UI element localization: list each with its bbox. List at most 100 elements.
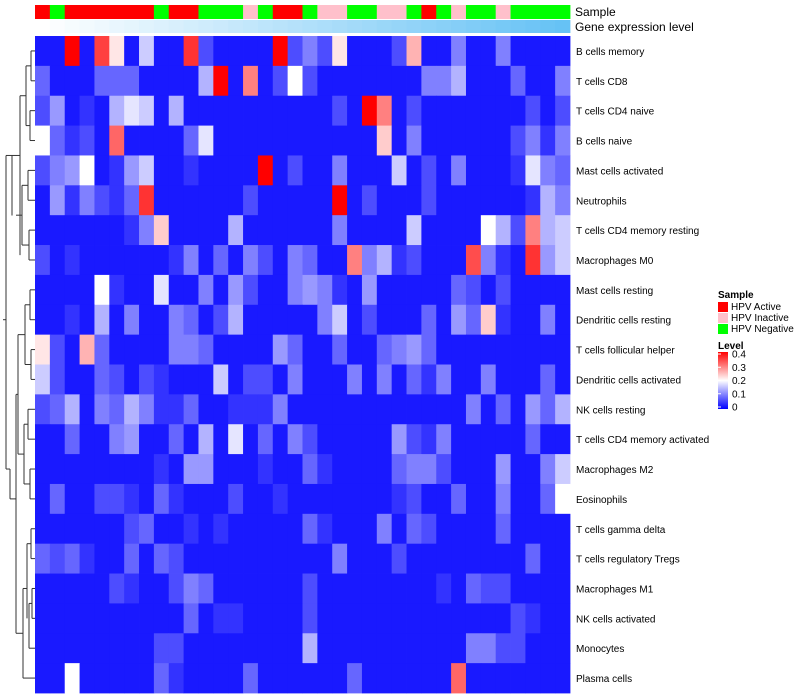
heatmap-cell [109,245,125,276]
heatmap-cell [198,513,214,545]
heatmap-cell [465,483,482,515]
heatmap-cell [436,454,452,485]
heatmap-cell [555,125,571,156]
heatmap-cell [376,95,393,126]
heatmap-cell [347,483,363,515]
heatmap-cell [139,125,155,156]
sample-annotation-cell [347,5,363,19]
heatmap-cell [228,185,244,216]
heatmap-cell [436,274,452,306]
sample-annotation-cell [317,5,333,19]
heatmap-cell [525,334,541,365]
level-tick-label: 0 [732,403,738,414]
sample-annotation-cell [139,5,155,19]
heatmap-cell [302,573,318,604]
heatmap-cell [421,125,437,156]
heatmap-cell [406,155,422,186]
heatmap-cell [168,483,185,515]
heatmap-cell [243,633,259,664]
heatmap-cell [391,125,407,156]
heatmap-cell [525,394,541,425]
heatmap-cell [347,394,363,425]
heatmap-cell [183,424,199,455]
heatmap-cell [79,513,95,545]
heatmap-cell [198,483,214,515]
heatmap-cell [406,394,422,425]
heatmap-cell [213,155,229,186]
heatmap-cell [317,633,333,664]
heatmap-cell [436,304,452,336]
row-label: Mast cells activated [576,166,663,177]
heatmap-cell [109,185,125,216]
heatmap-cell [153,513,170,545]
heatmap-cell [35,513,51,545]
heatmap-cell [272,304,289,336]
gene-expression-cell [465,20,482,33]
heatmap-cell [257,483,274,515]
heatmap-cell [451,573,467,604]
heatmap-cell [510,513,526,545]
sample-annotation-cell [495,5,511,19]
heatmap-cell [79,95,95,126]
heatmap-cell [317,155,333,186]
heatmap-cell [287,215,303,246]
sample-annotation-cell [213,5,229,19]
heatmap-cell [376,304,393,336]
heatmap-cell [525,274,541,306]
heatmap-cell [495,304,511,336]
heatmap-cell [49,364,66,395]
heatmap-cell [465,65,482,97]
heatmap-cell [94,633,110,664]
heatmap-cell [183,454,199,485]
heatmap-cell [495,454,511,485]
heatmap-cell [302,334,318,365]
heatmap-cell [243,424,259,455]
heatmap-cell [406,483,422,515]
heatmap-cell [124,424,140,455]
heatmap-cell [153,155,170,186]
heatmap-cell [451,633,467,664]
heatmap-cell [495,364,511,395]
heatmap-cell [376,215,393,246]
heatmap-cell [49,573,66,604]
heatmap-cell [347,364,363,395]
heatmap-cell [49,304,66,336]
heatmap-cell [421,573,437,604]
gene-expression-cell [495,20,511,33]
heatmap-cell [64,334,80,365]
heatmap-cell [361,454,378,485]
row-label: T cells follicular helper [576,346,675,357]
heatmap-cell [555,185,571,216]
heatmap-cell [347,603,363,634]
heatmap-cell [332,364,348,395]
heatmap-cell [406,185,422,216]
heatmap-cell [272,185,289,216]
gene-expression-cell [183,20,199,33]
heatmap-cell [168,543,185,574]
heatmap-cell [510,95,526,126]
heatmap-cell [480,274,497,306]
heatmap-cell [183,573,199,604]
heatmap-cell [361,65,378,97]
row-label: T cells regulatory Tregs [576,555,680,566]
heatmap-cell [540,125,556,156]
heatmap-cell [391,394,407,425]
heatmap-cell [139,364,155,395]
heatmap-cell [153,424,170,455]
heatmap-cell [228,36,244,67]
heatmap-cell [480,215,497,246]
heatmap-cell [49,483,66,515]
heatmap-cell [376,185,393,216]
row-label: NK cells activated [576,614,655,625]
sample-annotation-cell [332,5,348,19]
sample-annotation-cell [243,5,259,19]
heatmap-cell [332,603,348,634]
sample-annotation-cell [376,5,393,19]
sample-annotation-cell [79,5,95,19]
heatmap-cell [213,483,229,515]
sample-annotation-cell [480,5,497,19]
heatmap-cell [361,185,378,216]
heatmap-cell [183,304,199,336]
heatmap-cell [124,125,140,156]
